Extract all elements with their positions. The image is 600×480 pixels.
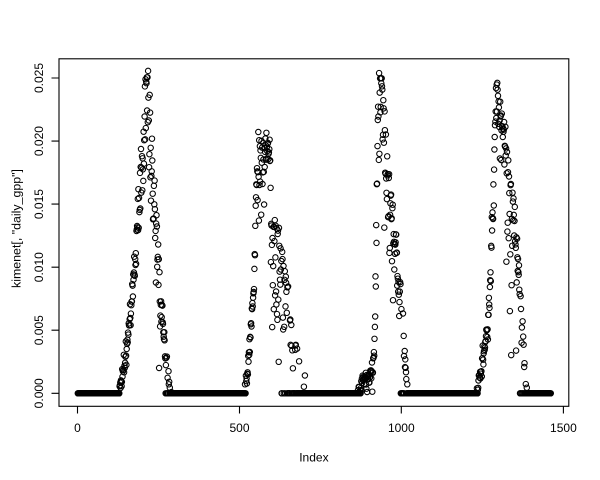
- svg-text:Index: Index: [299, 451, 328, 465]
- svg-text:0.025: 0.025: [32, 63, 46, 93]
- svg-text:0.015: 0.015: [32, 189, 46, 219]
- svg-text:0.000: 0.000: [32, 378, 46, 408]
- svg-text:1500: 1500: [550, 421, 577, 435]
- svg-text:0: 0: [74, 421, 81, 435]
- svg-text:0.020: 0.020: [32, 126, 46, 156]
- svg-text:1000: 1000: [388, 421, 415, 435]
- svg-text:0.010: 0.010: [32, 252, 46, 282]
- svg-text:0.005: 0.005: [32, 315, 46, 345]
- svg-text:kimenet[, "daily_gpp"]: kimenet[, "daily_gpp"]: [10, 169, 24, 288]
- svg-text:500: 500: [229, 421, 249, 435]
